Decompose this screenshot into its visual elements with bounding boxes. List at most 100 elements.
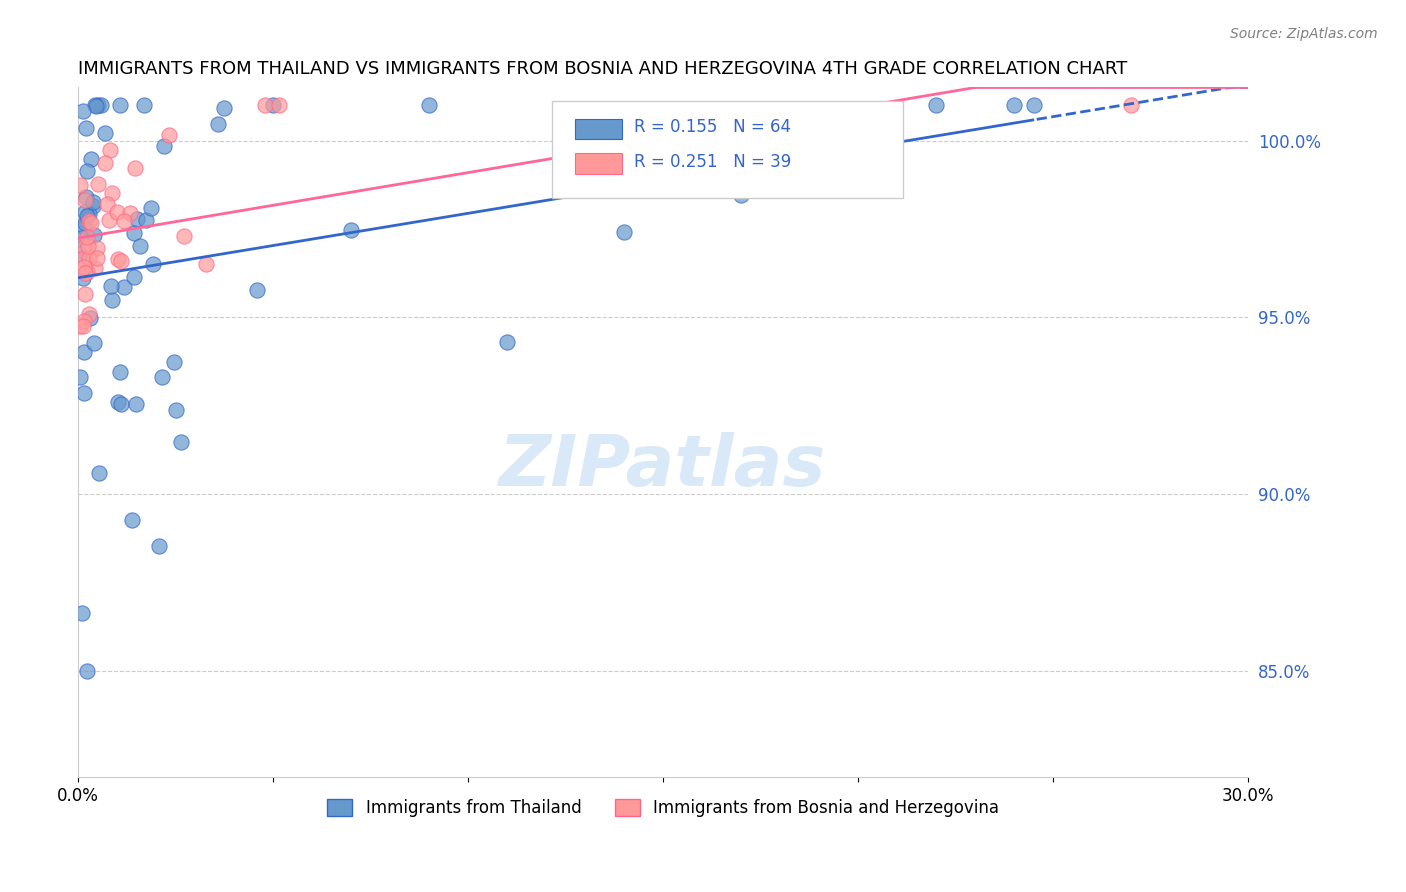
Immigrants from Thailand: [128, 239, 150, 253]
Immigrants from Thailand: [70, 606, 93, 620]
Immigrants from Bosnia and Herzegovina: [77, 251, 100, 265]
Text: ZIPatlas: ZIPatlas: [499, 432, 827, 501]
Immigrants from Bosnia and Herzegovina: [87, 178, 110, 192]
FancyBboxPatch shape: [553, 102, 903, 198]
Immigrants from Bosnia and Herzegovina: [76, 229, 98, 244]
Immigrants from Thailand: [75, 121, 97, 136]
Immigrants from Thailand: [72, 220, 94, 235]
Immigrants from Thailand: [207, 118, 229, 132]
Immigrants from Thailand: [100, 279, 122, 293]
Immigrants from Bosnia and Herzegovina: [77, 214, 100, 228]
Immigrants from Thailand: [70, 230, 93, 244]
Immigrants from Thailand: [418, 98, 440, 112]
Immigrants from Thailand: [1022, 98, 1045, 112]
Immigrants from Thailand: [82, 194, 104, 209]
Immigrants from Thailand: [69, 369, 91, 384]
Immigrants from Thailand: [112, 280, 135, 294]
Immigrants from Thailand: [496, 335, 519, 350]
Immigrants from Thailand: [262, 98, 284, 112]
Immigrants from Thailand: [125, 397, 148, 411]
Immigrants from Thailand: [340, 223, 363, 237]
Immigrants from Thailand: [83, 336, 105, 351]
Immigrants from Thailand: [163, 355, 186, 369]
Bar: [575, 153, 621, 174]
Immigrants from Bosnia and Herzegovina: [107, 252, 129, 266]
Immigrants from Bosnia and Herzegovina: [254, 98, 277, 112]
Immigrants from Thailand: [75, 190, 97, 204]
Immigrants from Thailand: [132, 98, 155, 112]
Immigrants from Thailand: [246, 283, 269, 297]
Immigrants from Thailand: [170, 435, 193, 450]
Immigrants from Thailand: [141, 202, 163, 216]
Immigrants from Bosnia and Herzegovina: [75, 193, 97, 207]
Immigrants from Bosnia and Herzegovina: [112, 214, 135, 228]
Immigrants from Bosnia and Herzegovina: [72, 319, 94, 334]
Legend: Immigrants from Thailand, Immigrants from Bosnia and Herzegovina: Immigrants from Thailand, Immigrants fro…: [321, 792, 1005, 823]
Immigrants from Thailand: [212, 101, 235, 115]
Immigrants from Thailand: [108, 365, 131, 379]
Immigrants from Thailand: [121, 513, 143, 527]
Immigrants from Thailand: [94, 126, 117, 140]
Immigrants from Bosnia and Herzegovina: [97, 212, 120, 227]
Immigrants from Thailand: [76, 209, 98, 223]
Immigrants from Thailand: [76, 163, 98, 178]
Text: R = 0.251   N = 39: R = 0.251 N = 39: [634, 153, 792, 171]
Immigrants from Thailand: [72, 270, 94, 285]
Immigrants from Bosnia and Herzegovina: [77, 239, 100, 253]
Immigrants from Thailand: [1002, 98, 1025, 112]
Immigrants from Thailand: [148, 540, 170, 554]
Immigrants from Bosnia and Herzegovina: [105, 205, 128, 219]
Immigrants from Thailand: [122, 227, 145, 241]
Immigrants from Thailand: [101, 293, 124, 307]
Immigrants from Bosnia and Herzegovina: [124, 161, 146, 176]
Immigrants from Thailand: [165, 403, 187, 417]
Immigrants from Thailand: [72, 103, 94, 118]
Immigrants from Bosnia and Herzegovina: [86, 251, 108, 265]
Immigrants from Thailand: [75, 216, 97, 230]
Immigrants from Thailand: [82, 199, 104, 213]
Immigrants from Bosnia and Herzegovina: [195, 257, 218, 271]
Immigrants from Thailand: [153, 138, 176, 153]
Immigrants from Bosnia and Herzegovina: [75, 287, 97, 301]
Immigrants from Bosnia and Herzegovina: [86, 241, 108, 255]
Immigrants from Bosnia and Herzegovina: [1119, 98, 1142, 112]
Immigrants from Bosnia and Herzegovina: [73, 266, 96, 280]
Immigrants from Thailand: [69, 247, 91, 261]
Text: IMMIGRANTS FROM THAILAND VS IMMIGRANTS FROM BOSNIA AND HERZEGOVINA 4TH GRADE COR: IMMIGRANTS FROM THAILAND VS IMMIGRANTS F…: [79, 60, 1128, 78]
Immigrants from Bosnia and Herzegovina: [72, 260, 94, 275]
Immigrants from Bosnia and Herzegovina: [77, 308, 100, 322]
Text: R = 0.155   N = 64: R = 0.155 N = 64: [634, 119, 790, 136]
Immigrants from Thailand: [142, 257, 165, 271]
Immigrants from Thailand: [73, 386, 96, 401]
Immigrants from Bosnia and Herzegovina: [157, 128, 180, 143]
Immigrants from Thailand: [107, 395, 129, 409]
Immigrants from Bosnia and Herzegovina: [76, 264, 98, 278]
Immigrants from Thailand: [84, 98, 107, 112]
Immigrants from Bosnia and Herzegovina: [110, 254, 132, 268]
Immigrants from Thailand: [79, 310, 101, 325]
Immigrants from Bosnia and Herzegovina: [73, 314, 96, 328]
Immigrants from Thailand: [87, 98, 110, 112]
Text: Source: ZipAtlas.com: Source: ZipAtlas.com: [1230, 27, 1378, 41]
Immigrants from Thailand: [90, 98, 112, 112]
Immigrants from Bosnia and Herzegovina: [83, 260, 105, 275]
Immigrants from Thailand: [110, 397, 132, 411]
Immigrants from Thailand: [135, 213, 157, 227]
Immigrants from Bosnia and Herzegovina: [267, 98, 290, 112]
Immigrants from Bosnia and Herzegovina: [96, 196, 118, 211]
Immigrants from Bosnia and Herzegovina: [69, 318, 91, 333]
Immigrants from Bosnia and Herzegovina: [69, 178, 91, 193]
Immigrants from Bosnia and Herzegovina: [173, 228, 195, 243]
Immigrants from Bosnia and Herzegovina: [98, 144, 121, 158]
Immigrants from Thailand: [84, 99, 107, 113]
Immigrants from Bosnia and Herzegovina: [101, 186, 124, 200]
Immigrants from Bosnia and Herzegovina: [70, 252, 93, 266]
Immigrants from Thailand: [72, 345, 94, 359]
Immigrants from Bosnia and Herzegovina: [118, 206, 141, 220]
Immigrants from Thailand: [730, 188, 752, 202]
Immigrants from Bosnia and Herzegovina: [73, 240, 96, 254]
Immigrants from Bosnia and Herzegovina: [93, 156, 115, 170]
Immigrants from Thailand: [150, 369, 173, 384]
Immigrants from Thailand: [83, 227, 105, 242]
Bar: [575, 119, 621, 139]
